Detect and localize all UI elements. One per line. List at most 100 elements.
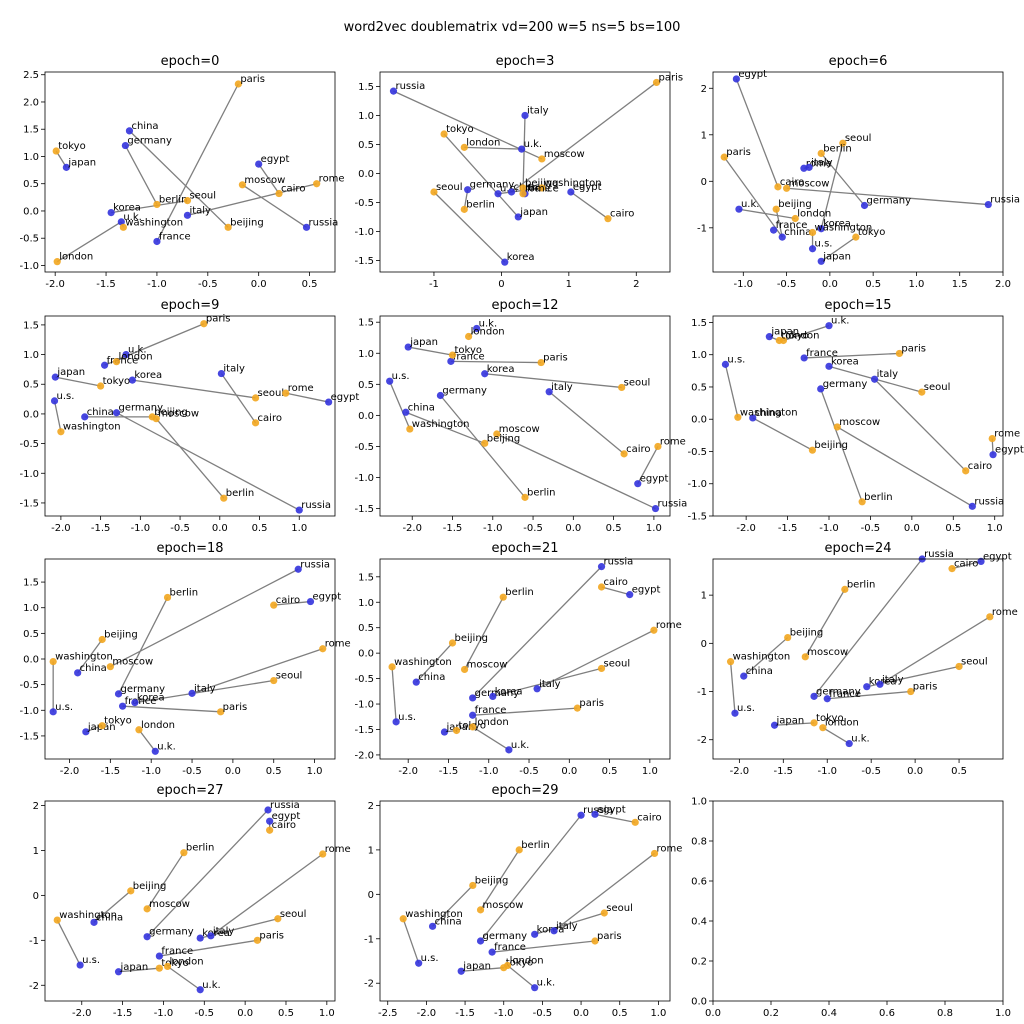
- pair-line: [187, 183, 317, 216]
- country-label: germany: [442, 386, 487, 397]
- country-point: [81, 413, 89, 421]
- country-label: russia: [604, 557, 634, 568]
- capital-label: london: [825, 718, 859, 729]
- y-tick-label: -1.5: [354, 725, 374, 736]
- capital-point: [573, 704, 581, 712]
- country-point: [114, 968, 123, 976]
- y-tick-label: 1.0: [358, 598, 374, 609]
- x-tick-label: 0.5: [865, 279, 881, 290]
- capital-label: rome: [992, 607, 1018, 618]
- country-point: [876, 680, 884, 688]
- capital-label: london: [466, 137, 500, 148]
- country-label: france: [161, 946, 193, 957]
- capital-point: [493, 430, 501, 438]
- country-label: china: [131, 121, 158, 132]
- capital-point: [819, 724, 827, 732]
- capital-label: berlin: [864, 492, 893, 503]
- capital-label: washington: [394, 657, 452, 668]
- country-point: [62, 163, 70, 171]
- capital-point: [97, 382, 105, 390]
- country-label: egypt: [983, 551, 1012, 562]
- capital-label: washington: [412, 419, 470, 430]
- pair-line: [191, 648, 323, 694]
- x-tick-label: 0.0: [822, 279, 838, 290]
- subplot-title: epoch=9: [161, 298, 220, 313]
- x-tick-label: 0.0: [904, 523, 920, 534]
- axes-frame: [712, 800, 1004, 1002]
- capital-point: [452, 726, 461, 735]
- x-tick-label: 1.0: [319, 1008, 335, 1019]
- country-point: [469, 694, 477, 702]
- country-label: japan: [822, 251, 851, 262]
- capital-label: london: [475, 717, 509, 728]
- country-point: [155, 952, 163, 960]
- capital-label: seoul: [604, 658, 631, 669]
- y-tick-label: 0: [33, 891, 39, 902]
- subplot-title: epoch=21: [491, 541, 558, 556]
- capital-point: [817, 149, 825, 157]
- x-tick-label: -1.0: [817, 766, 837, 777]
- pair-line: [836, 426, 973, 507]
- pair-line: [774, 722, 815, 726]
- capital-point: [238, 181, 247, 189]
- capital-point: [948, 565, 956, 573]
- x-tick-label: -1.5: [113, 1008, 133, 1019]
- country-point: [128, 376, 136, 384]
- capital-point: [251, 394, 260, 402]
- country-point: [112, 409, 121, 417]
- y-tick-label: 0.0: [691, 415, 707, 426]
- y-tick-label: -0.5: [19, 439, 39, 450]
- capital-label: cairo: [258, 413, 282, 424]
- capital-point: [319, 850, 327, 858]
- capital-point: [772, 205, 780, 213]
- y-tick-label: 0.5: [691, 382, 707, 393]
- country-point: [531, 984, 539, 992]
- capital-point: [163, 962, 172, 970]
- capital-label: paris: [206, 314, 231, 325]
- country-point: [567, 188, 575, 196]
- pair-line: [433, 191, 506, 263]
- pair-line: [415, 642, 453, 683]
- y-tick-label: 0.5: [23, 380, 39, 391]
- country-label: italy: [194, 683, 216, 694]
- country-label: korea: [134, 370, 162, 381]
- country-label: china: [80, 663, 107, 674]
- x-tick-label: 0.0: [907, 766, 923, 777]
- capital-point: [274, 915, 282, 923]
- capital-label: rome: [325, 844, 351, 855]
- y-tick-label: 2: [368, 801, 374, 812]
- axes-frame: [379, 315, 671, 517]
- x-tick-label: -0.5: [195, 1008, 215, 1019]
- capital-label: cairo: [954, 559, 978, 570]
- country-point: [51, 373, 59, 381]
- pair-line: [122, 705, 221, 713]
- x-tick-label: 0.5: [278, 1008, 294, 1019]
- y-tick-label: 1.5: [23, 125, 39, 136]
- country-point: [514, 213, 522, 221]
- capital-point: [895, 349, 904, 358]
- x-tick-label: 1.0: [908, 279, 924, 290]
- x-tick-label: 1.0: [646, 523, 662, 534]
- country-point: [489, 692, 497, 701]
- capital-label: berlin: [505, 587, 534, 598]
- country-label: u.s.: [55, 702, 73, 713]
- capital-label: london: [471, 326, 505, 337]
- capital-point: [53, 916, 61, 924]
- capital-label: seoul: [436, 182, 463, 193]
- y-tick-label: 1.0: [691, 350, 707, 361]
- country-label: u.k.: [851, 734, 870, 745]
- x-tick-label: 0.0: [237, 1008, 253, 1019]
- capital-point: [406, 425, 414, 433]
- y-tick-label: 1: [701, 130, 707, 141]
- country-point: [749, 414, 757, 422]
- country-label: u.k.: [157, 741, 176, 752]
- capital-point: [591, 937, 599, 945]
- capital-point: [57, 428, 65, 436]
- country-label: russia: [974, 496, 1004, 507]
- subplot-4: epoch=12 -2.0 -1.5 -1.0 -0.5 0.0 0.5 1.0 -1.5 -1.…: [354, 298, 687, 534]
- x-tick-label: 0.5: [602, 766, 618, 777]
- pair-line: [775, 209, 783, 238]
- capital-point: [782, 184, 791, 192]
- capital-point: [600, 909, 608, 917]
- pair-line: [723, 156, 783, 238]
